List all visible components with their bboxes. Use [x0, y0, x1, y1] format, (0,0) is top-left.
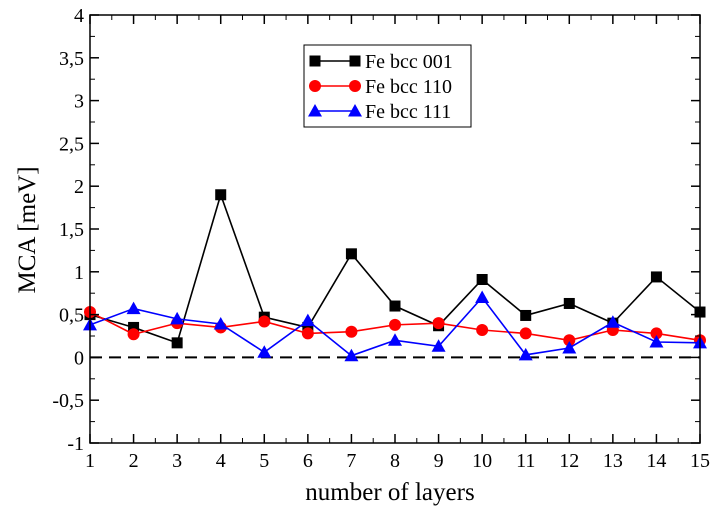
legend-marker: [349, 55, 361, 67]
x-tick-label: 13: [603, 450, 623, 472]
data-point: [127, 328, 140, 341]
data-point: [605, 315, 620, 328]
data-point: [476, 274, 488, 286]
data-point: [476, 324, 489, 337]
y-tick-label: -0,5: [52, 390, 84, 412]
data-point: [562, 340, 577, 354]
data-point: [518, 347, 533, 361]
legend: Fe bcc 001 Fe bcc 110 Fe bcc 111: [303, 44, 472, 128]
series-layer: [83, 189, 707, 362]
x-tick-label: 10: [472, 450, 492, 472]
y-tick-label: 2: [74, 176, 84, 198]
data-point: [215, 189, 227, 201]
data-point: [563, 334, 576, 347]
y-tick-label: 4: [74, 5, 84, 27]
data-point: [389, 300, 401, 312]
x-tick-label: 11: [516, 450, 535, 472]
y-tick-label: 0,5: [59, 305, 84, 327]
data-point: [389, 318, 401, 331]
data-point: [170, 311, 185, 325]
legend-entry: Fe bcc 110: [309, 76, 452, 98]
x-tick-label: 4: [216, 450, 226, 472]
legend-marker: [349, 80, 361, 92]
x-tick-label: 12: [559, 450, 579, 472]
legend-entries: Fe bcc 001 Fe bcc 110 Fe bcc 111: [308, 51, 453, 123]
x-tick-label: 1: [85, 450, 95, 472]
series-triangle: [83, 290, 707, 362]
data-point: [649, 334, 664, 348]
data-point: [345, 248, 357, 260]
data-point: [126, 301, 141, 315]
legend-marker: [308, 104, 322, 117]
data-point: [563, 297, 575, 309]
data-point: [257, 345, 272, 358]
data-point: [301, 327, 314, 340]
x-tick-label: 6: [303, 450, 313, 472]
data-point: [431, 339, 446, 352]
x-tick-label: 14: [646, 450, 666, 472]
y-tick-label: 0: [74, 347, 84, 369]
ticks-layer: [89, 14, 701, 444]
legend-marker: [309, 55, 321, 67]
x-tick-label: 3: [172, 450, 182, 472]
x-axis-title: number of layers: [305, 479, 474, 506]
legend-entry: Fe bcc 001: [309, 51, 453, 73]
x-tick-label: 5: [259, 450, 269, 472]
y-tick-label: 1: [74, 262, 84, 284]
data-point: [519, 327, 532, 340]
data-point: [128, 321, 140, 333]
legend-label: Fe bcc 001: [365, 51, 453, 73]
data-point: [520, 309, 532, 321]
legend-marker: [348, 104, 362, 117]
data-point: [300, 313, 315, 327]
x-tick-label: 9: [434, 450, 444, 472]
data-point: [344, 348, 359, 362]
legend-marker: [309, 80, 321, 92]
x-tick-label: 7: [346, 450, 356, 472]
legend-label: Fe bcc 110: [365, 76, 452, 98]
data-point: [650, 327, 663, 340]
data-point: [650, 271, 662, 283]
y-tick-label: 2,5: [59, 133, 84, 155]
y-tick-label: 3: [74, 91, 84, 113]
y-tick-label: -1: [67, 433, 84, 455]
data-point: [213, 317, 228, 330]
legend-label: Fe bcc 111: [365, 101, 451, 123]
x-tick-label: 8: [390, 450, 400, 472]
data-point: [388, 333, 402, 346]
y-axis-title: MCA [meV]: [14, 166, 41, 293]
data-point: [345, 325, 358, 338]
data-point: [258, 315, 271, 328]
tick-labels-layer: 1 2 3 4 5 6 7 8 9 10 11 12 13 14 15-1-0,500,511,522,53…: [52, 5, 710, 472]
x-tick-label: 15: [690, 450, 710, 472]
y-tick-label: 3,5: [59, 48, 84, 70]
data-point: [432, 317, 445, 330]
data-point: [475, 290, 490, 303]
x-tick-label: 2: [129, 450, 139, 472]
y-tick-label: 1,5: [59, 219, 84, 241]
data-point: [171, 337, 183, 349]
legend-entry: Fe bcc 111: [308, 101, 451, 123]
